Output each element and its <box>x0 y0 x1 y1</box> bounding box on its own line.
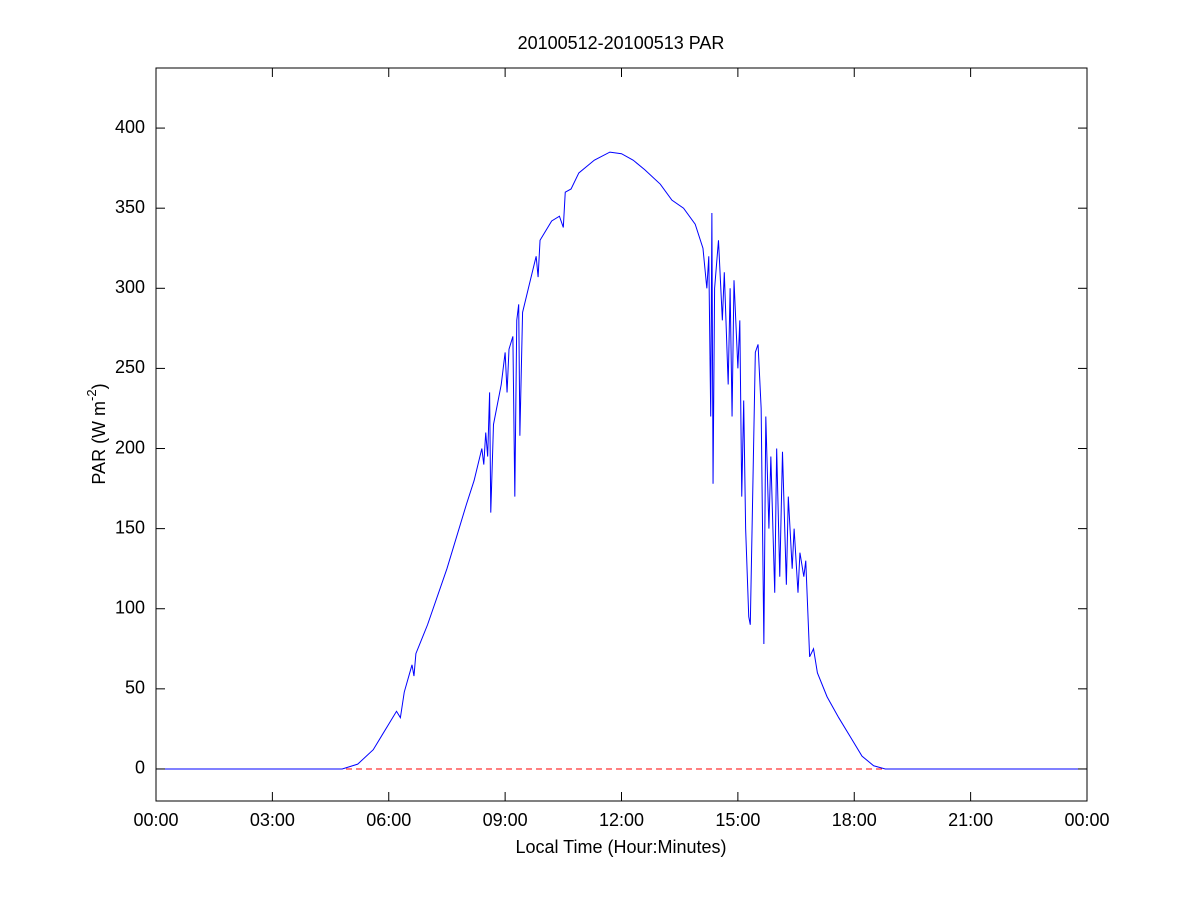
y-tick-label: 350 <box>115 197 145 217</box>
x-tick-label: 21:00 <box>948 810 993 830</box>
x-tick-label: 06:00 <box>366 810 411 830</box>
x-tick-label: 15:00 <box>715 810 760 830</box>
y-tick-label: 400 <box>115 117 145 137</box>
y-axis-label: PAR (W m-2) <box>84 383 108 484</box>
y-label-text: PAR (W m <box>89 401 109 485</box>
chart-title: 20100512-20100513 PAR <box>518 33 725 53</box>
x-tick-label: 00:00 <box>1064 810 1109 830</box>
y-tick-label: 50 <box>125 678 145 698</box>
y-tick-label: 200 <box>115 437 145 457</box>
data-line <box>156 151 1087 770</box>
y-tick-label: 150 <box>115 517 145 537</box>
x-tick-label: 09:00 <box>483 810 528 830</box>
x-tick-label: 03:00 <box>250 810 295 830</box>
x-tick-label: 18:00 <box>832 810 877 830</box>
y-tick-label: 0 <box>135 758 145 778</box>
y-tick-label: 250 <box>115 357 145 377</box>
x-tick-label: 12:00 <box>599 810 644 830</box>
y-tick-label: 300 <box>115 277 145 297</box>
x-axis-label: Local Time (Hour:Minutes) <box>515 837 726 857</box>
y-label-suffix: ) <box>89 383 109 389</box>
y-tick-label: 100 <box>115 597 145 617</box>
y-label-sup: -2 <box>84 389 99 401</box>
x-tick-label: 00:00 <box>133 810 178 830</box>
